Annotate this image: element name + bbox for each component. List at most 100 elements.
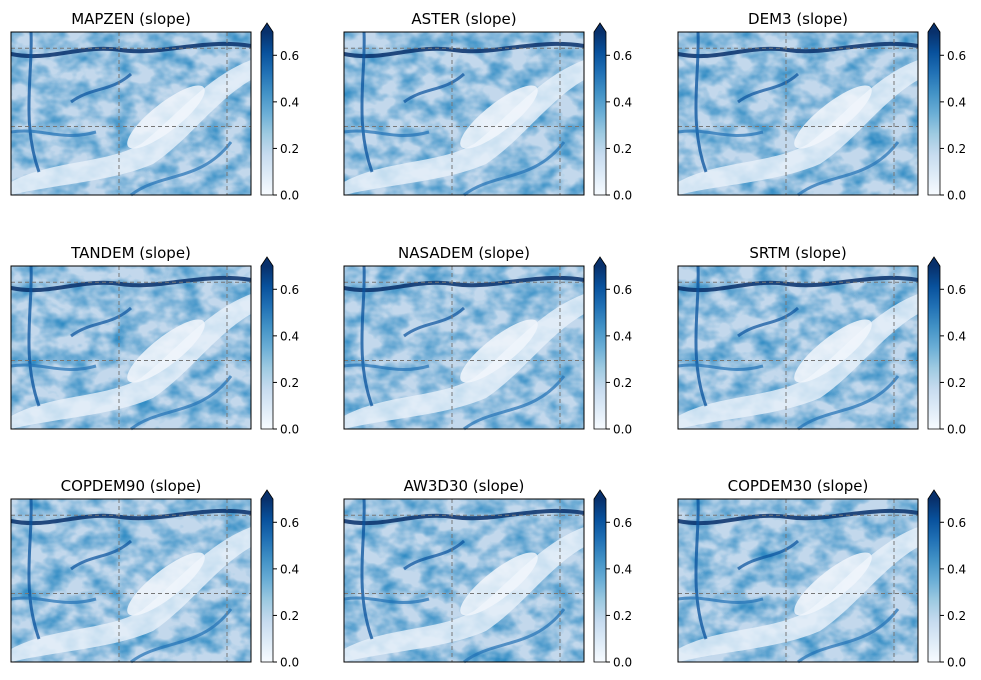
- ridge: [737, 539, 800, 571]
- colorbar-extend-arrow: [261, 257, 273, 266]
- colorbar-outline: [593, 256, 607, 430]
- colorbar-tick-label: 0.6: [280, 516, 299, 530]
- colorbar-extend-arrow: [928, 490, 940, 499]
- colorbar-tick-label: 0.4: [280, 95, 299, 109]
- colorbar-outline: [260, 489, 274, 663]
- colorbar-tick-label: 0.0: [613, 189, 632, 203]
- glacier: [460, 319, 538, 383]
- ridge: [403, 306, 466, 338]
- ridge: [130, 608, 233, 664]
- ridge: [694, 265, 708, 407]
- panel-title: COPDEM90 (slope): [61, 477, 202, 495]
- ridge: [130, 141, 233, 197]
- panel-frame: [343, 31, 585, 196]
- colorbar-tick-label: 0.6: [280, 283, 299, 297]
- ridge: [130, 375, 233, 431]
- colorbar-extend-arrow: [261, 23, 273, 32]
- panel: TANDEM (slope) 0.0 0.2 0.4 0.6: [10, 244, 299, 437]
- colorbar-tick-label: 0.4: [280, 329, 299, 343]
- valley: [344, 294, 584, 429]
- colorbar-tick-label: 0.0: [613, 423, 632, 437]
- panel-frame: [677, 265, 919, 430]
- ridge: [463, 375, 566, 431]
- valley: [344, 60, 584, 195]
- colorbar: [261, 32, 273, 195]
- colorbar-tick-label: 0.0: [280, 656, 299, 670]
- colorbar-outline: [593, 22, 607, 196]
- ridge: [70, 72, 133, 104]
- ridge: [694, 498, 708, 640]
- panel-title: MAPZEN (slope): [71, 10, 191, 28]
- colorbar-tick-label: 0.2: [613, 142, 632, 156]
- colorbar-tick-label: 0.2: [613, 609, 632, 623]
- colorbar-tick-label: 0.0: [613, 656, 632, 670]
- panel: MAPZEN (slope) 0.0 0.2 0.4 0.6: [10, 10, 299, 203]
- colorbar-tick-label: 0.6: [613, 49, 632, 63]
- valley: [678, 294, 918, 429]
- ridge: [403, 72, 466, 104]
- colorbar-tick-label: 0.0: [280, 423, 299, 437]
- panel: SRTM (slope) 0.0 0.2 0.4 0.6: [677, 244, 966, 437]
- ridge: [10, 275, 252, 293]
- colorbar: [594, 499, 606, 662]
- colorbar-extend-arrow: [261, 490, 273, 499]
- colorbar-tick-label: 0.4: [280, 562, 299, 576]
- panel-frame: [10, 31, 252, 196]
- colorbar-outline: [927, 489, 941, 663]
- ridge: [737, 72, 800, 104]
- colorbar: [928, 266, 940, 429]
- ridge: [343, 275, 585, 293]
- glacier: [460, 552, 538, 616]
- colorbar-tick-label: 0.2: [947, 609, 966, 623]
- glacier: [794, 319, 872, 383]
- colorbar-tick-label: 0.2: [280, 376, 299, 390]
- panel-frame: [677, 498, 919, 663]
- valley: [11, 60, 251, 195]
- colorbar: [928, 32, 940, 195]
- colorbar: [594, 32, 606, 195]
- colorbar-tick-label: 0.6: [947, 283, 966, 297]
- panel-title: COPDEM30 (slope): [728, 477, 869, 495]
- panel: COPDEM90 (slope) 0.0 0.2 0.4 0.6: [10, 477, 299, 670]
- colorbar-outline: [927, 22, 941, 196]
- panel: ASTER (slope) 0.0 0.2 0.4 0.6: [343, 10, 632, 203]
- valley: [678, 527, 918, 662]
- valley: [678, 60, 918, 195]
- ridge: [797, 375, 900, 431]
- colorbar-tick-label: 0.2: [280, 142, 299, 156]
- ridge: [10, 508, 252, 526]
- panel: AW3D30 (slope) 0.0 0.2 0.4 0.6: [343, 477, 632, 670]
- colorbar-extend-arrow: [594, 257, 606, 266]
- colorbar-extend-arrow: [928, 257, 940, 266]
- ridge: [343, 508, 585, 526]
- ridge: [677, 275, 919, 293]
- glacier: [794, 552, 872, 616]
- panel-frame: [677, 31, 919, 196]
- ridge: [10, 363, 97, 371]
- glacier: [127, 85, 205, 149]
- ridge: [677, 508, 919, 526]
- ridge: [10, 129, 97, 137]
- colorbar-tick-label: 0.6: [947, 49, 966, 63]
- ridge: [10, 41, 252, 59]
- valley: [344, 527, 584, 662]
- ridge: [343, 41, 585, 59]
- colorbar-tick-label: 0.0: [280, 189, 299, 203]
- ridge: [70, 539, 133, 571]
- colorbar: [594, 266, 606, 429]
- panel-title: SRTM (slope): [749, 244, 846, 262]
- colorbar-outline: [260, 256, 274, 430]
- ridge: [463, 141, 566, 197]
- ridge: [343, 363, 430, 371]
- panel-frame: [343, 265, 585, 430]
- colorbar-extend-arrow: [928, 23, 940, 32]
- panel-title: AW3D30 (slope): [404, 477, 525, 495]
- colorbar-outline: [260, 22, 274, 196]
- colorbar: [261, 499, 273, 662]
- glacier: [460, 85, 538, 149]
- ridge: [27, 498, 41, 640]
- ridge: [677, 596, 764, 604]
- ridge: [737, 306, 800, 338]
- panel-frame: [10, 498, 252, 663]
